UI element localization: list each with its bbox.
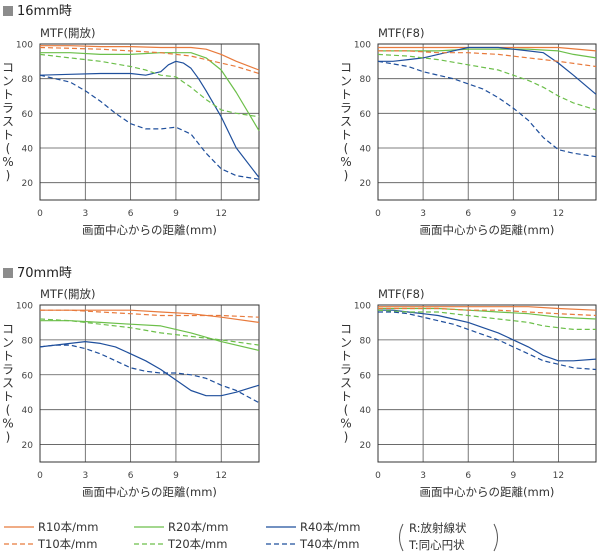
y-axis-label: コントラスト(%)	[2, 322, 14, 444]
x-tick-label: 9	[510, 209, 516, 219]
plot-frame	[377, 43, 597, 201]
y-tick-label: 40	[360, 145, 372, 155]
section-marker-icon	[3, 6, 13, 16]
series-line-t20mm	[377, 309, 596, 330]
x-axis-label: 画面中心からの距離(mm)	[82, 223, 217, 237]
series-line-r10mm	[378, 306, 597, 311]
y-tick-label: 100	[354, 41, 371, 51]
section-title-70mm: 70mm時	[3, 262, 72, 281]
x-tick-label: 9	[510, 471, 516, 481]
y-tick-label: 80	[22, 336, 34, 346]
y-tick-label: 40	[22, 406, 34, 416]
mtf-chart-1: 20 40 60 80 100 0 3 6 9 12 MTF(開放) 画面中心からの距離(mm) コント…	[2, 26, 260, 237]
series-line-t20mm	[377, 53, 597, 111]
x-tick-label: 6	[128, 471, 134, 481]
series-line-t20mm	[39, 318, 260, 346]
legend-label: R40本/mm	[300, 520, 360, 534]
y-tick-label: 80	[22, 75, 34, 85]
series-line-t40mm	[39, 74, 260, 180]
legend-note-t: T:同心円状	[408, 538, 465, 552]
y-tick-label: 60	[360, 371, 372, 381]
y-tick-label: 100	[16, 41, 33, 51]
legend-label: T40本/mm	[299, 537, 359, 551]
legend-label: T20本/mm	[167, 537, 227, 551]
y-axis-label: コントラスト(%)	[340, 60, 352, 182]
y-tick-label: 100	[354, 302, 371, 312]
legend-note-r: R:放射線状	[409, 521, 467, 535]
y-axis-label: コントラスト(%)	[2, 60, 14, 182]
x-tick-label: 3	[82, 209, 88, 219]
mtf-chart-2: 20 40 60 80 100 0 3 6 9 12 MTF(F8) 画面中心からの距離(mm) コント…	[340, 26, 597, 237]
plot-frame	[39, 43, 260, 201]
y-tick-label: 20	[360, 179, 372, 189]
x-tick-label: 12	[553, 209, 564, 219]
mtf-chart-4: 20 40 60 80 100 0 3 6 9 12 MTF(F8) 画面中心からの距離(mm) コント…	[340, 287, 597, 499]
x-tick-label: 0	[375, 209, 381, 219]
series-line-r40mm	[39, 341, 260, 397]
series-line-t20mm	[39, 53, 260, 118]
x-tick-label: 9	[173, 471, 179, 481]
series-line-r40mm	[39, 60, 260, 178]
section-title-text: 16mm時	[17, 4, 72, 19]
x-axis-label: 画面中心からの距離(mm)	[420, 223, 555, 237]
series-line-t40mm	[378, 311, 597, 371]
y-tick-label: 20	[360, 441, 372, 451]
x-tick-label: 6	[465, 471, 471, 481]
plot-frame	[39, 304, 260, 463]
series-line-t40mm	[377, 60, 597, 158]
x-tick-label: 12	[553, 471, 564, 481]
chart-title: MTF(F8)	[378, 26, 424, 40]
series-line-t10mm	[378, 50, 597, 68]
x-tick-label: 3	[82, 471, 88, 481]
legend: R10本/mm R20本/mm R40本/mm T10本/mm T20本/mm T40本/…	[4, 520, 498, 552]
chart-title: MTF(開放)	[40, 287, 96, 301]
x-tick-label: 12	[216, 209, 227, 219]
x-axis-label: 画面中心からの距離(mm)	[82, 485, 217, 499]
x-tick-label: 0	[375, 471, 381, 481]
y-tick-label: 60	[22, 371, 34, 381]
x-tick-label: 3	[420, 471, 426, 481]
series-line-t40mm	[39, 344, 260, 404]
y-tick-label: 60	[360, 110, 372, 120]
series-line-t10mm	[40, 309, 260, 318]
x-tick-label: 0	[37, 209, 43, 219]
x-axis-label: 画面中心からの距離(mm)	[420, 485, 555, 499]
series-line-r20mm	[40, 52, 260, 132]
y-tick-label: 60	[22, 110, 34, 120]
y-tick-label: 100	[16, 302, 33, 312]
legend-note-bracket	[493, 523, 498, 552]
series-line-r40mm	[378, 46, 597, 95]
y-tick-label: 80	[360, 75, 372, 85]
legend-label: R20本/mm	[168, 520, 228, 534]
series-line-r10mm	[40, 45, 260, 71]
section-title-text: 70mm時	[17, 266, 72, 281]
x-tick-label: 12	[216, 471, 227, 481]
y-tick-label: 80	[360, 336, 372, 346]
x-tick-label: 6	[465, 209, 471, 219]
section-title-16mm: 16mm時	[3, 0, 72, 19]
x-tick-label: 9	[173, 209, 179, 219]
series-line-t10mm	[39, 46, 260, 75]
x-tick-label: 3	[420, 209, 426, 219]
legend-label: T10本/mm	[37, 537, 97, 551]
plot-frame	[377, 304, 597, 463]
section-marker-icon	[3, 268, 13, 278]
y-axis-label: コントラスト(%)	[340, 322, 352, 444]
series-line-t10mm	[378, 307, 597, 317]
y-tick-label: 40	[22, 145, 34, 155]
y-tick-label: 40	[360, 406, 372, 416]
y-tick-label: 20	[22, 441, 34, 451]
y-tick-label: 20	[22, 179, 34, 189]
mtf-chart-3: 20 40 60 80 100 0 3 6 9 12 MTF(開放) 画面中心からの距離(mm) コント…	[2, 287, 260, 499]
chart-title: MTF(開放)	[40, 26, 96, 40]
legend-note-bracket	[399, 523, 404, 552]
x-tick-label: 0	[37, 471, 43, 481]
chart-title: MTF(F8)	[378, 287, 424, 301]
legend-label: R10本/mm	[38, 520, 98, 534]
x-tick-label: 6	[128, 209, 134, 219]
